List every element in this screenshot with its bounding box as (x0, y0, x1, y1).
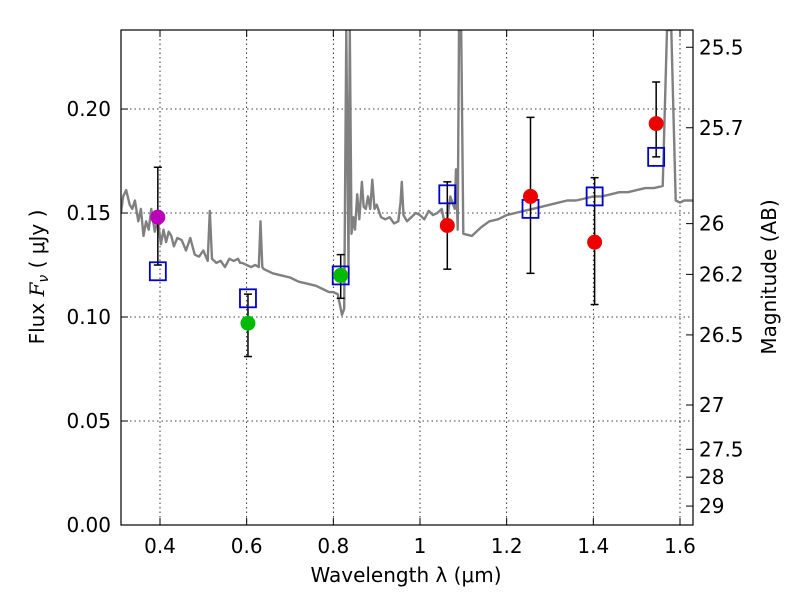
y2-tick-label: 25.5 (699, 35, 744, 59)
x-tick-label: 0.6 (231, 534, 263, 558)
secondary-y-axis-label: Magnitude (AB) (757, 199, 781, 354)
y-tick-label: 0.15 (66, 201, 111, 225)
observed-point (150, 209, 166, 225)
x-tick-label: 1 (414, 534, 427, 558)
y-axis-label-prefix: Flux (25, 296, 49, 344)
y2-tick-label: 27.5 (699, 437, 744, 461)
y-axis-label-variable: F (25, 281, 49, 297)
x-tick-label: 1.4 (577, 534, 609, 558)
y2-tick-label: 26.2 (699, 262, 744, 286)
y-tick-label: 0.05 (66, 409, 111, 433)
x-tick-label: 1.6 (664, 534, 696, 558)
model-point (331, 265, 350, 286)
x-tick-label: 1.2 (491, 534, 523, 558)
plot-frame (120, 29, 694, 526)
observed-point (523, 188, 538, 204)
model-point (585, 186, 604, 207)
observed-point (240, 315, 256, 331)
model-point (148, 261, 167, 282)
plot-background (121, 30, 693, 525)
x-tick-label: 0.8 (317, 534, 349, 558)
observed-point (439, 218, 455, 234)
y-tick-label: 0.00 (66, 513, 111, 537)
y-axis-label-unit: ( μJy ) (25, 210, 49, 275)
spectrum-line (121, 30, 693, 317)
y2-tick-label: 26 (699, 212, 724, 236)
y2-tick-label: 29 (699, 494, 724, 518)
grid (121, 30, 693, 526)
model-point (239, 288, 257, 309)
y2-tick-label: 25.7 (699, 116, 744, 140)
y-axis-label-subscript: ν (36, 275, 52, 283)
ticks: 0.4 0.6 0.8 1 1.2 1.4 1.6 0.00 0.05 0.10 0.15 0.20 2… (66, 30, 744, 558)
observed-point (648, 116, 664, 132)
spectrum-layer (121, 30, 693, 317)
y2-tick-label: 28 (699, 465, 724, 489)
marker-layer (148, 116, 666, 331)
x-tick-label: 0.4 (144, 534, 176, 558)
y2-tick-label: 27 (699, 393, 724, 417)
x-axis-label: Wavelength λ (μm) (310, 563, 501, 587)
observed-point (587, 234, 603, 250)
y-tick-label: 0.20 (66, 97, 111, 121)
model-point (438, 184, 457, 205)
y2-tick-label: 26.5 (699, 323, 744, 347)
observed-point (333, 267, 349, 283)
y-tick-label: 0.10 (66, 305, 111, 329)
model-point (647, 146, 666, 167)
y-axis-label: Flux Fν ( μJy ) (25, 210, 52, 345)
